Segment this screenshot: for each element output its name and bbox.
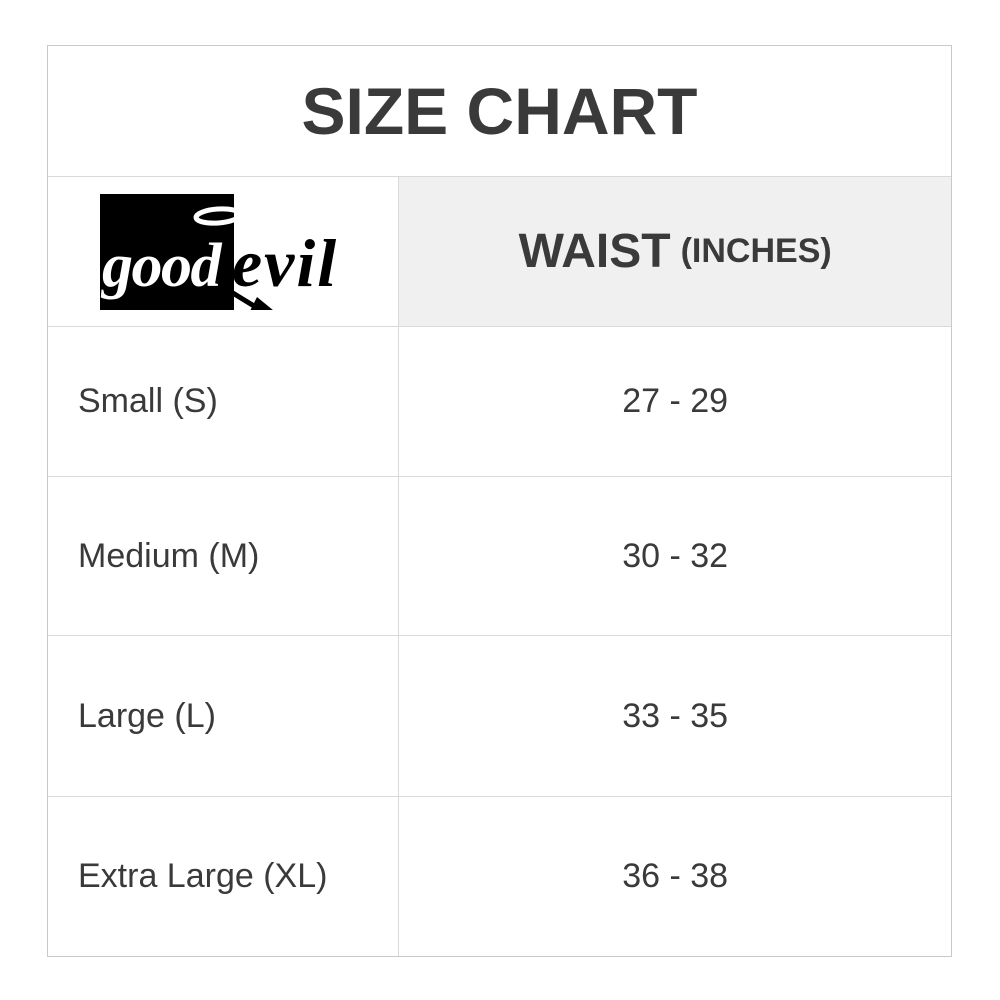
svg-text:evil: evil xyxy=(232,225,338,301)
svg-text:good: good xyxy=(100,232,223,300)
